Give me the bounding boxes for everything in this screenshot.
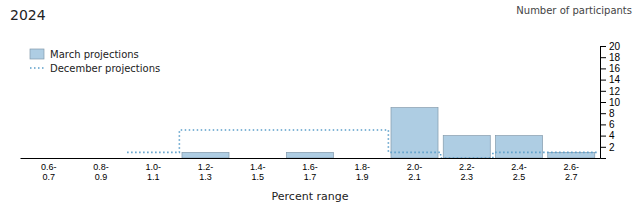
title: 2024 (10, 7, 46, 23)
x-tick-label: 2.6-2.7 (564, 162, 580, 182)
x-label: Percent range (272, 190, 349, 203)
subtitle: Number of participants (516, 5, 632, 16)
bar (548, 152, 595, 158)
y-tick: 18 (600, 52, 621, 63)
bar (339, 158, 386, 159)
bar (234, 158, 281, 159)
y-tick: 10 (600, 97, 621, 108)
x-tick: 0.8-0.9 (93, 158, 109, 182)
y-axis-line (601, 47, 607, 159)
legend-swatch (30, 67, 44, 69)
y-tick-mark (600, 102, 606, 103)
y-tick-label: 10 (609, 97, 621, 108)
step-line (127, 130, 597, 158)
y-tick-mark (600, 124, 606, 125)
x-tick-label: 0.8-0.9 (93, 162, 109, 182)
bar (77, 158, 124, 159)
x-tick-label: 1.6-1.7 (302, 162, 318, 182)
x-axis: 0.6-0.7 0.8-0.9 1.0-1.1 1.2-1.3 1.4-1.5 1.6-1… (21, 158, 601, 182)
y-tick-mark (600, 91, 606, 92)
y-tick-label: 8 (609, 108, 615, 119)
x-axis-line (21, 158, 601, 159)
y-tick: 8 (600, 108, 615, 119)
y-tick-label: 14 (609, 74, 621, 85)
y-tick: 4 (600, 130, 615, 141)
bar (130, 158, 177, 159)
bar (25, 158, 72, 159)
x-tick: 1.0-1.1 (145, 158, 161, 182)
x-tick-label: 1.4-1.5 (250, 162, 266, 182)
y-axis: 2468101214161820 (600, 41, 621, 159)
x-tick-label: 2.0-2.1 (407, 162, 423, 182)
chart: 2024Number of participants0.6-0.70.8-0.9… (0, 0, 640, 204)
bar (286, 152, 333, 158)
bar (495, 136, 542, 158)
y-tick-label: 2 (609, 142, 615, 153)
legend-label: March projections (50, 49, 139, 60)
x-tick: 1.2-1.3 (198, 158, 214, 182)
x-tick: 0.6-0.7 (41, 158, 57, 182)
legend-label: December projections (50, 63, 160, 74)
y-tick: 20 (600, 41, 621, 52)
x-tick-label: 2.4-2.5 (511, 162, 527, 182)
y-tick-mark (600, 57, 606, 58)
y-tick: 6 (600, 119, 615, 130)
bar (443, 136, 490, 158)
x-tick: 2.4-2.5 (511, 158, 527, 182)
marks (127, 108, 597, 158)
y-tick-mark (600, 80, 606, 81)
legend-swatch (30, 49, 44, 59)
x-tick: 2.0-2.1 (407, 158, 423, 182)
y-tick-label: 6 (609, 119, 615, 130)
y-tick-label: 18 (609, 52, 621, 63)
y-tick-label: 12 (609, 86, 621, 97)
y-tick-mark (600, 136, 606, 137)
y-tick: 12 (600, 86, 621, 97)
x-tick-label: 0.6-0.7 (41, 162, 57, 182)
y-tick: 2 (600, 142, 615, 153)
x-tick: 2.6-2.7 (564, 158, 580, 182)
bar (182, 152, 229, 158)
y-tick-label: 20 (609, 41, 621, 52)
plot: 0.6-0.7 0.8-0.9 1.0-1.1 1.2-1.3 1.4-1.5 1.6-1… (21, 41, 621, 183)
legend-item: March projections (30, 49, 139, 60)
x-tick-label: 1.2-1.3 (198, 162, 214, 182)
y-tick: 14 (600, 74, 621, 85)
x-tick-label: 1.8-1.9 (354, 162, 370, 182)
x-tick: 1.6-1.7 (302, 158, 318, 182)
y-tick-label: 16 (609, 63, 621, 74)
legend-item: December projections (30, 63, 160, 74)
bar (391, 108, 438, 158)
y-tick-mark (600, 113, 606, 114)
x-tick: 1.8-1.9 (354, 158, 370, 182)
y-tick: 16 (600, 63, 621, 74)
x-tick-label: 1.0-1.1 (145, 162, 161, 182)
y-tick-mark (600, 68, 606, 69)
y-tick-mark (600, 46, 606, 47)
x-tick: 2.2-2.3 (459, 158, 475, 182)
x-tick-label: 2.2-2.3 (459, 162, 475, 182)
legend: March projections December projections (30, 49, 160, 74)
x-tick: 1.4-1.5 (250, 158, 266, 182)
y-tick-label: 4 (609, 130, 615, 141)
y-tick-mark (600, 147, 606, 148)
